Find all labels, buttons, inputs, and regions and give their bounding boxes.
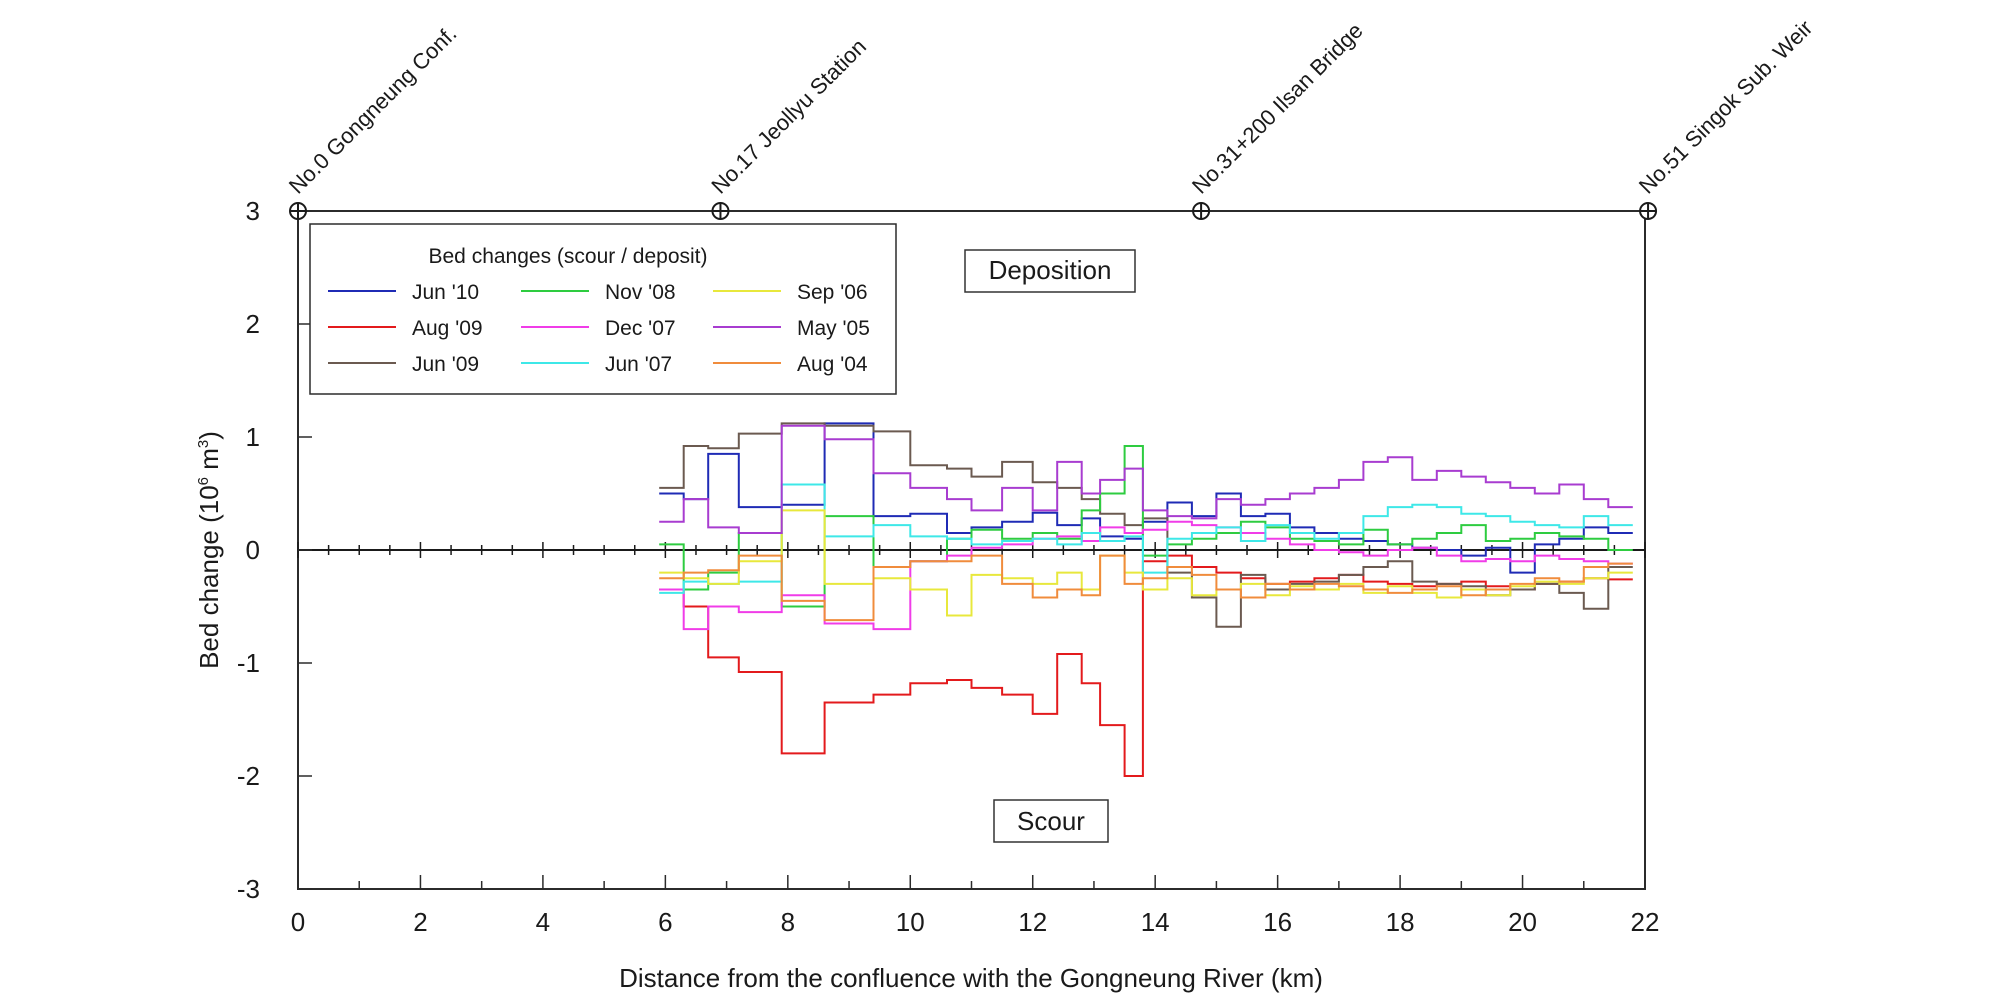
series-line bbox=[659, 422, 1633, 574]
legend-item: Nov '08 bbox=[521, 281, 676, 304]
station-label: No.31+200 Ilsan Bridge bbox=[1187, 18, 1368, 199]
station-marker: No.51 Singok Sub. Weir bbox=[1634, 15, 1817, 220]
legend-item: Aug '09 bbox=[328, 317, 483, 340]
legend-item: Jun '10 bbox=[328, 281, 479, 304]
y-axis-label-unit: m bbox=[194, 448, 224, 477]
x-tick-label: 8 bbox=[781, 907, 795, 937]
legend-label: Nov '08 bbox=[605, 281, 676, 304]
x-tick-label: 6 bbox=[658, 907, 672, 937]
x-tick-label: 2 bbox=[413, 907, 427, 937]
series-line bbox=[659, 554, 1633, 622]
x-tick-label: 4 bbox=[536, 907, 550, 937]
series-layer bbox=[659, 422, 1633, 777]
x-axis-label: Distance from the confluence with the Go… bbox=[619, 963, 1323, 993]
x-tick-label: 20 bbox=[1508, 907, 1537, 937]
x-axis-ticks: 0 2 4 6 8 10 12 14 16 18 20 22 bbox=[291, 875, 1660, 937]
series-line bbox=[659, 554, 1633, 777]
station-marker: No.31+200 Ilsan Bridge bbox=[1187, 18, 1368, 220]
y-axis-label-sup: 6 bbox=[195, 477, 212, 485]
legend-label: Jun '07 bbox=[605, 353, 672, 376]
y-tick-label: 2 bbox=[246, 309, 260, 339]
legend-label: Jun '10 bbox=[412, 281, 479, 304]
legend-label: Sep '06 bbox=[797, 281, 868, 304]
legend-label: Aug '04 bbox=[797, 353, 868, 376]
legend-title: Bed changes (scour / deposit) bbox=[429, 245, 708, 268]
station-marker: No.0 Gongneung Conf. bbox=[284, 21, 462, 220]
legend-item: Aug '04 bbox=[713, 353, 868, 376]
legend-item: Jun '07 bbox=[521, 353, 672, 376]
station-marker: No.17 Jeollyu Station bbox=[706, 34, 871, 220]
y-axis-label-end: ) bbox=[194, 431, 224, 440]
legend-label: Dec '07 bbox=[605, 317, 676, 340]
legend-item: Sep '06 bbox=[713, 281, 868, 304]
y-axis-label: Bed change (106 m3) bbox=[194, 431, 224, 669]
station-label: No.17 Jeollyu Station bbox=[706, 34, 871, 199]
y-tick-label: 1 bbox=[246, 422, 260, 452]
x-tick-label: 16 bbox=[1263, 907, 1292, 937]
legend-box bbox=[309, 223, 897, 395]
y-tick-label: -1 bbox=[237, 648, 260, 678]
series-line bbox=[659, 424, 1633, 534]
legend-item: May '05 bbox=[713, 317, 870, 340]
legend-label: Jun '09 bbox=[412, 353, 479, 376]
x-tick-label: 18 bbox=[1386, 907, 1415, 937]
series-line bbox=[659, 445, 1633, 608]
x-tick-label: 22 bbox=[1631, 907, 1660, 937]
station-markers: No.0 Gongneung Conf. No.17 Jeollyu Statio… bbox=[284, 15, 1817, 220]
station-label: No.51 Singok Sub. Weir bbox=[1634, 15, 1817, 198]
x-tick-label: 14 bbox=[1141, 907, 1170, 937]
y-tick-label: -3 bbox=[237, 874, 260, 904]
scour-annotation: Scour bbox=[993, 799, 1109, 843]
deposition-label: Deposition bbox=[989, 255, 1112, 285]
y-axis-ticks: 3 2 1 0 -1 -2 -3 bbox=[237, 196, 312, 904]
y-axis-label-main: Bed change (10 bbox=[194, 485, 224, 669]
legend-label: May '05 bbox=[797, 317, 870, 340]
legend-label: Aug '09 bbox=[412, 317, 483, 340]
x-tick-label: 12 bbox=[1018, 907, 1047, 937]
series-line bbox=[659, 483, 1633, 594]
y-axis-label-sup2: 3 bbox=[195, 440, 212, 448]
y-tick-label: 3 bbox=[246, 196, 260, 226]
y-tick-label: -2 bbox=[237, 761, 260, 791]
scour-label: Scour bbox=[1017, 806, 1085, 836]
legend-item: Dec '07 bbox=[521, 317, 676, 340]
deposition-annotation: Deposition bbox=[964, 249, 1136, 293]
station-label: No.0 Gongneung Conf. bbox=[284, 21, 462, 199]
y-tick-label: 0 bbox=[246, 535, 260, 565]
x-tick-label: 10 bbox=[896, 907, 925, 937]
x-tick-label: 0 bbox=[291, 907, 305, 937]
series-line bbox=[659, 520, 1633, 631]
legend-items: Jun '10 Aug '09 Jun '09 Nov '08 Dec '07 Jun '… bbox=[328, 281, 870, 376]
legend: Bed changes (scour / deposit) Jun '10 Aug… bbox=[309, 223, 897, 395]
legend-item: Jun '09 bbox=[328, 353, 479, 376]
